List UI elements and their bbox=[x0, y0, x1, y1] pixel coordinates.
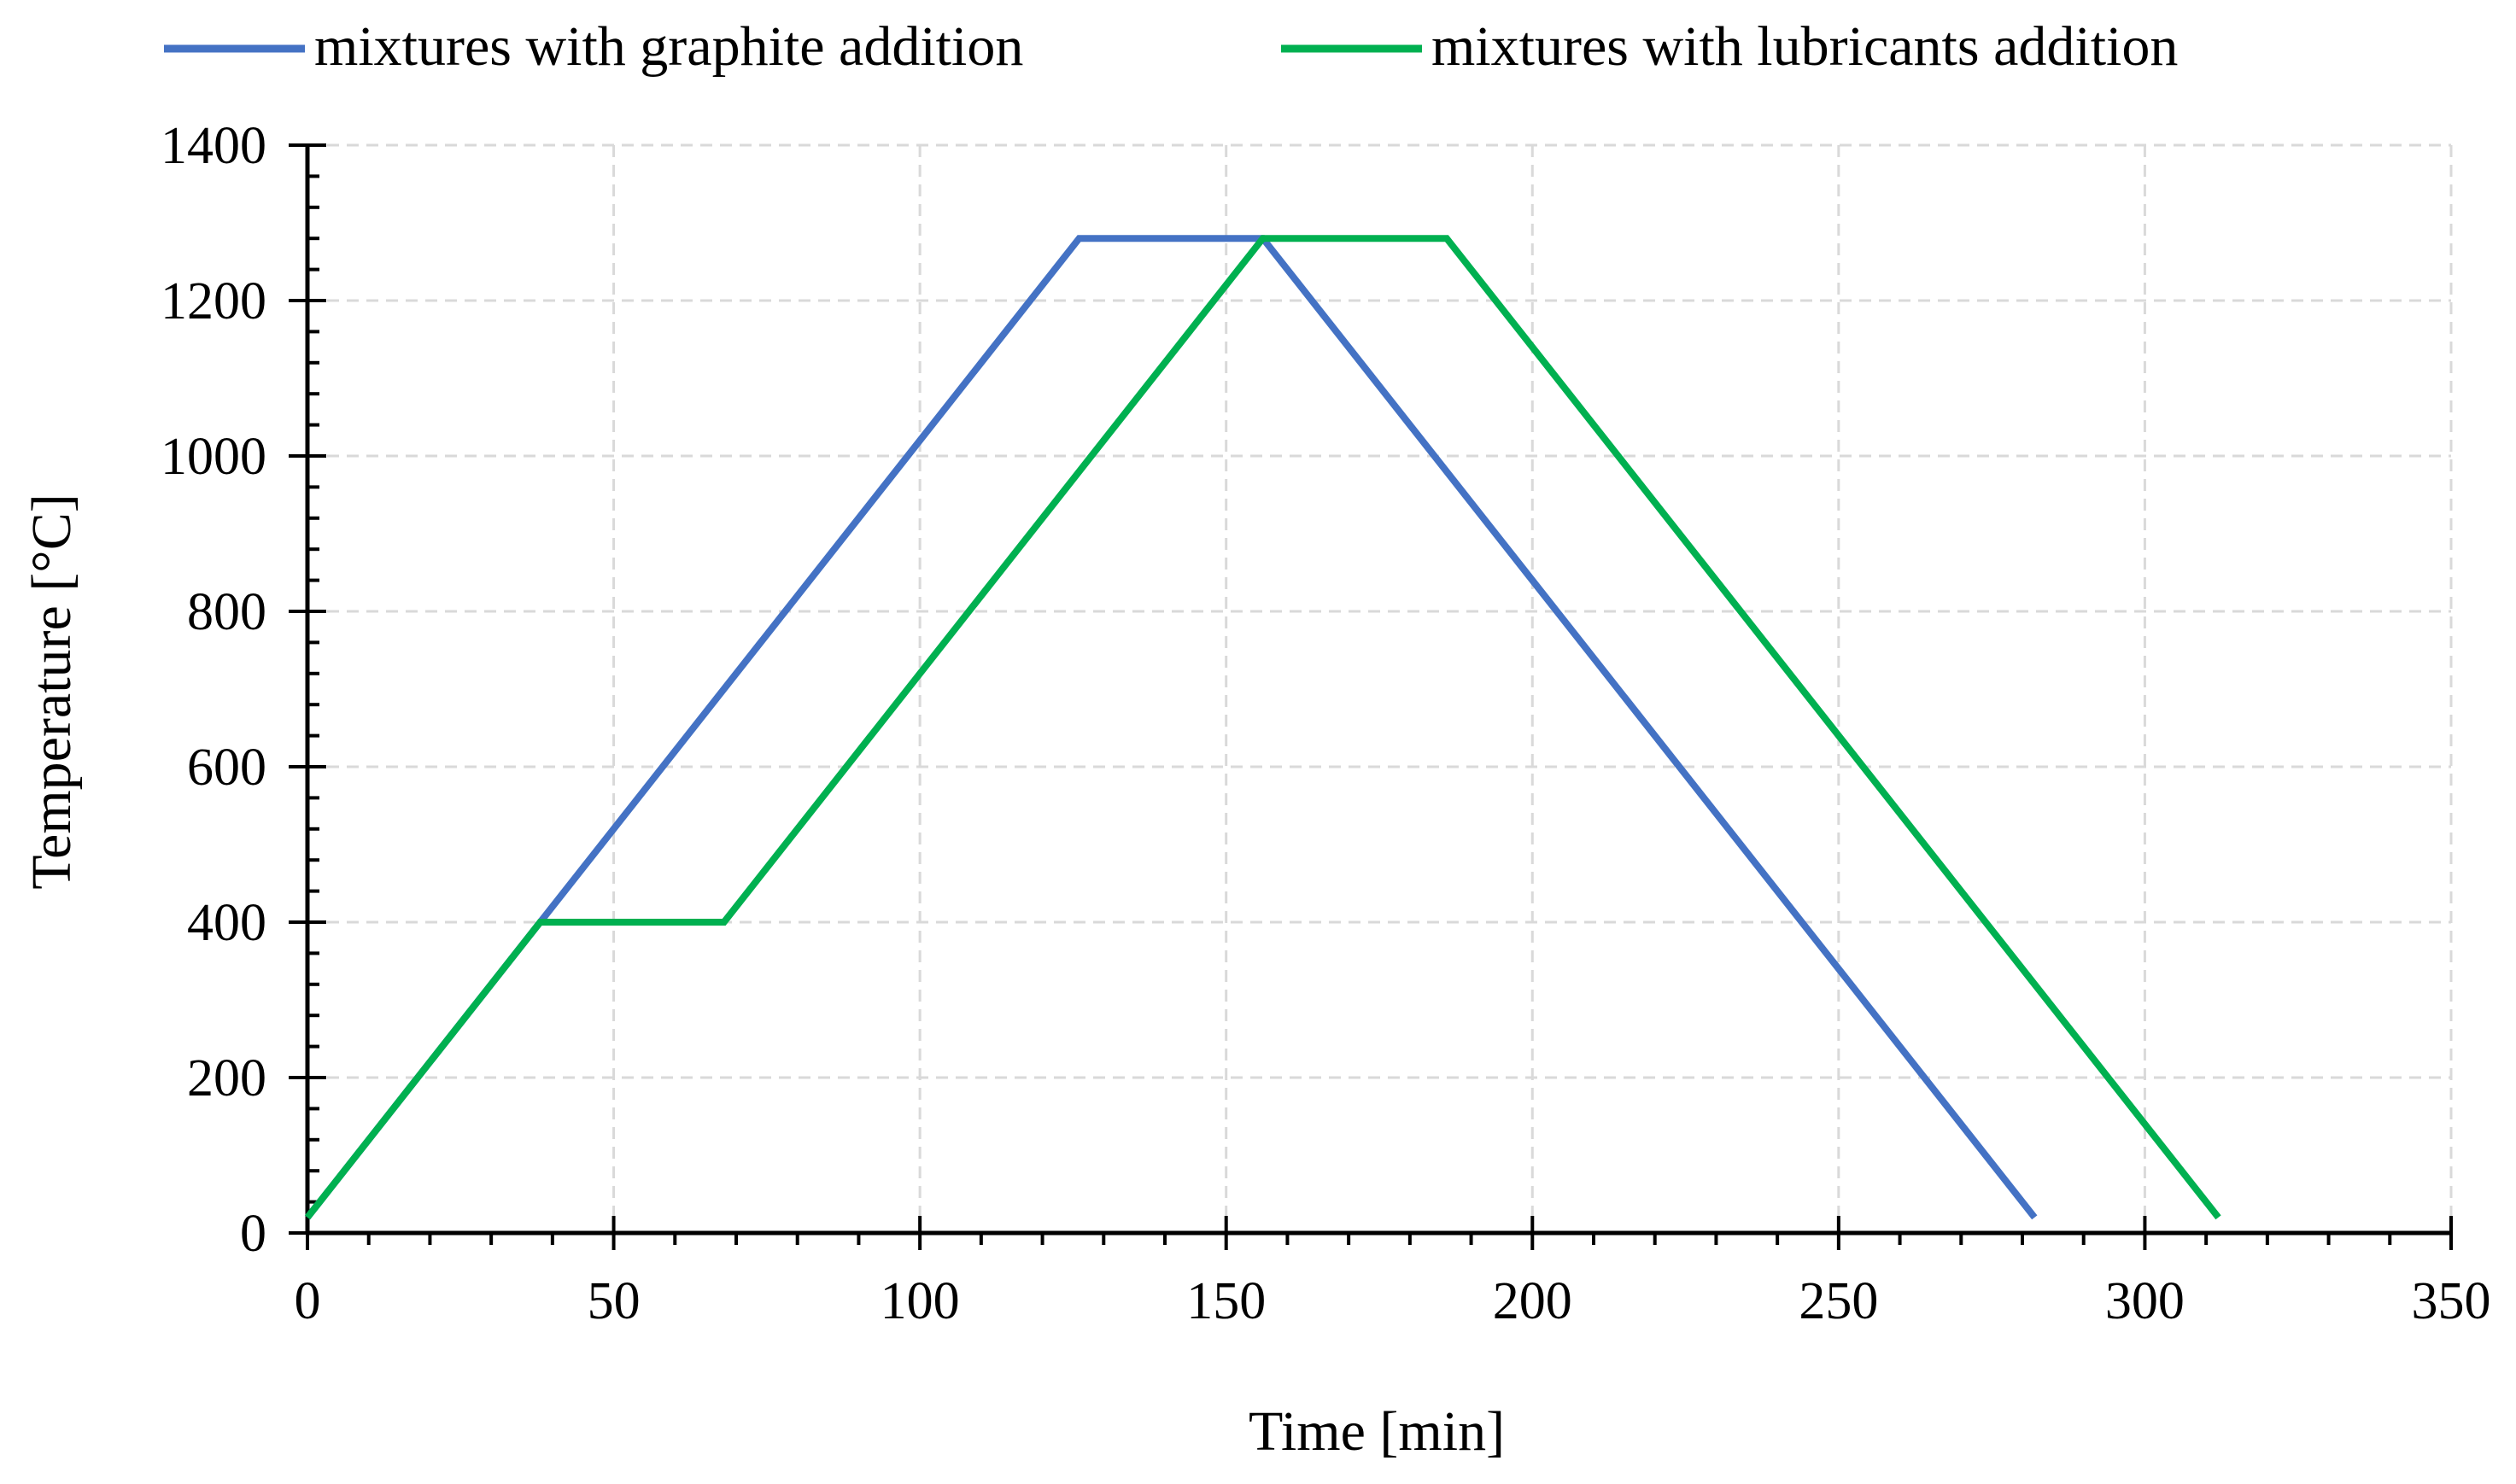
x-tick-label: 50 bbox=[588, 1272, 641, 1330]
y-tick-label: 800 bbox=[187, 583, 266, 641]
y-tick-label: 0 bbox=[240, 1205, 266, 1263]
legend: mixtures with graphite addition mixtures… bbox=[164, 15, 2178, 78]
series-line-1 bbox=[304, 235, 2221, 1220]
x-axis-title: Time [min] bbox=[1249, 1400, 1505, 1463]
x-tick-label: 350 bbox=[2412, 1272, 2491, 1330]
series-layer bbox=[304, 235, 2221, 1220]
y-axis-title: Temperature [°C] bbox=[20, 494, 83, 889]
y-tick-label: 1000 bbox=[161, 428, 266, 486]
series-line-0 bbox=[304, 235, 2038, 1220]
legend-label-graphite: mixtures with graphite addition bbox=[314, 15, 1023, 78]
y-tick-label: 1200 bbox=[161, 272, 266, 330]
y-tick-label: 200 bbox=[187, 1049, 266, 1107]
grid bbox=[307, 143, 2453, 1233]
x-tick-label: 100 bbox=[881, 1272, 960, 1330]
legend-label-lubricants: mixtures with lubricants addition bbox=[1431, 15, 2178, 78]
y-tick-label: 600 bbox=[187, 739, 266, 797]
x-tick-label: 150 bbox=[1186, 1272, 1266, 1330]
x-tick-label: 300 bbox=[2105, 1272, 2185, 1330]
axes: 0 50 100 150 200 250 300 350 0 200 400 600 800 1000 12… bbox=[161, 117, 2491, 1330]
y-tick-label: 1400 bbox=[161, 117, 266, 175]
x-tick-label: 0 bbox=[295, 1272, 321, 1330]
y-tick-label: 400 bbox=[187, 894, 266, 952]
x-tick-label: 200 bbox=[1493, 1272, 1572, 1330]
x-tick-label: 250 bbox=[1799, 1272, 1878, 1330]
